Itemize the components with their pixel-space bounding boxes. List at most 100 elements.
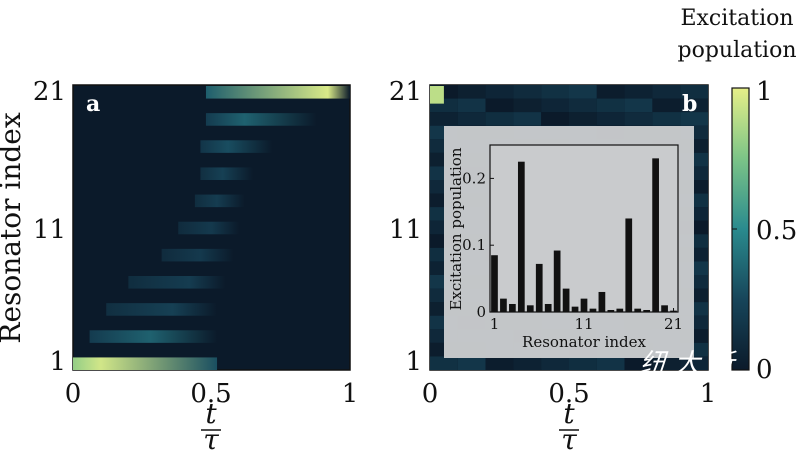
panel-a-xlabel-den: τ xyxy=(203,423,219,454)
panel-a-ytick-1: 1 xyxy=(49,347,66,377)
panel-b-cell xyxy=(541,98,569,113)
panel-b-ytick-11: 11 xyxy=(389,215,422,245)
panel-b-xtick-0: 0 xyxy=(422,379,439,409)
panel-b-hot-spot xyxy=(430,86,444,104)
panel-b-cell xyxy=(652,112,681,126)
panel-b-cell xyxy=(485,85,514,99)
panel-b-cell xyxy=(569,85,597,99)
inset-xtick-label: 21 xyxy=(664,315,683,333)
inset-bar-13 xyxy=(598,291,606,312)
inset-bar-10 xyxy=(571,306,579,312)
colorbar-tick-1: 1 xyxy=(756,77,773,107)
panel-b-cell xyxy=(513,112,542,126)
panel-b-cell xyxy=(541,85,569,99)
inset-bar-6 xyxy=(535,263,543,312)
panel-a-cell-row-17 xyxy=(200,140,273,153)
panel-a-cell-row-19 xyxy=(205,113,317,126)
panel-a-cell-row-9 xyxy=(161,248,234,262)
panel-a-ytick-11: 11 xyxy=(33,215,66,245)
panel-b-xtick-1: 1 xyxy=(700,379,717,409)
panel-b-cell xyxy=(457,112,486,126)
colorbar-title-line1: Excitation xyxy=(680,6,793,31)
inset-xtick-label: 11 xyxy=(574,315,593,333)
inset-bar-20 xyxy=(661,305,668,312)
panel-b-xlabel-num: t xyxy=(563,397,575,430)
panel-a-xtick-0: 0 xyxy=(65,379,82,409)
inset-bars xyxy=(491,158,677,312)
panel-b-cell xyxy=(541,112,569,126)
panel-a-cell-row-1 xyxy=(73,357,218,370)
inset-bar-11 xyxy=(580,298,588,312)
inset-ylabel: Excitation population xyxy=(447,147,465,310)
panel-b-cell xyxy=(680,85,708,99)
panel-b-cell xyxy=(457,356,486,370)
colorbar: Excitation population 1 0.5 0 xyxy=(677,6,797,385)
inset-bar-4 xyxy=(517,161,525,312)
watermark-text: 纽 大 析 xyxy=(640,349,738,379)
panel-a-cell-row-21 xyxy=(205,86,350,99)
panel-b-cell xyxy=(680,112,708,126)
inset-bar-17 xyxy=(634,308,642,312)
inset-xticks: 1 11 21 xyxy=(490,308,683,333)
inset-bar-12 xyxy=(589,308,597,312)
panel-b-cell xyxy=(485,98,514,113)
panel-b-cell xyxy=(596,356,625,370)
panel-b-cell xyxy=(569,112,597,126)
inset-bar-7 xyxy=(544,303,552,312)
panel-b-cell xyxy=(457,85,486,99)
panel-b-cell xyxy=(513,356,542,370)
panel-a-cell-row-7 xyxy=(128,276,226,289)
panel-a-label: a xyxy=(86,91,100,117)
inset-bar-9 xyxy=(562,288,570,312)
panel-b-cell xyxy=(680,98,708,113)
panel-b-cell xyxy=(569,356,597,370)
panel-b-xtick-0.5: 0.5 xyxy=(548,379,589,409)
inset-bar-1 xyxy=(491,255,498,312)
panel-a-cell-row-13 xyxy=(194,194,245,208)
colorbar-tick-0.5: 0.5 xyxy=(756,216,797,246)
inset-bar-chart: 00.10.2 1 11 21 Resonator index Excitation… xyxy=(444,126,694,358)
panel-b-cell xyxy=(624,112,653,126)
panel-a-cell-row-3 xyxy=(89,330,218,343)
inset-xlabel: Resonator index xyxy=(522,333,646,351)
panel-b-cell xyxy=(652,85,681,99)
panel-b-cell xyxy=(569,98,597,113)
panel-a-cells xyxy=(73,86,350,370)
panel-b-cell xyxy=(652,98,681,113)
panel-b-cell xyxy=(457,98,486,113)
panel-a-cell-row-15 xyxy=(200,167,254,180)
panel-b-cell xyxy=(596,112,625,126)
colorbar-tick-0: 0 xyxy=(756,355,773,385)
panel-b-cell xyxy=(680,356,708,370)
panel-b-cell xyxy=(624,85,653,99)
inset-ytick-label: 0.1 xyxy=(462,236,486,254)
panel-b-label: b xyxy=(682,91,697,117)
panel-b-cell xyxy=(513,98,542,113)
panel-b-cell xyxy=(541,356,569,370)
panel-a-xlabel-num: t xyxy=(205,397,217,430)
panel-a: a 21 11 1 0 0.5 1 t τ Resonator index xyxy=(0,77,358,454)
inset-bar-14 xyxy=(607,309,615,312)
panel-b: b 00.10.2 1 11 21 Resonator index Excitati… xyxy=(389,77,716,454)
inset-yticks: 0 0.1 0.2 xyxy=(462,169,494,321)
inset-ytick-label: 0 xyxy=(476,303,486,321)
inset-bar-19 xyxy=(652,158,659,312)
panel-b-cell xyxy=(430,112,458,126)
inset-ytick-label: 0.2 xyxy=(462,169,486,187)
panel-b-cell xyxy=(624,98,653,113)
panel-b-cell xyxy=(652,356,681,370)
inset-bar-3 xyxy=(509,303,516,312)
inset-bar-16 xyxy=(625,218,633,312)
panel-a-xtick-0.5: 0.5 xyxy=(190,379,231,409)
panel-a-ytick-21: 21 xyxy=(33,77,66,107)
panel-b-cell xyxy=(624,356,653,370)
inset-bar-18 xyxy=(643,309,651,312)
panel-a-cell-row-5 xyxy=(106,303,218,316)
colorbar-title-line2: population xyxy=(677,38,796,63)
panel-b-cell xyxy=(485,112,514,126)
panel-b-cell xyxy=(485,356,514,370)
inset-bar-15 xyxy=(616,308,624,312)
inset-bar-8 xyxy=(553,250,561,312)
panel-a-xtick-1: 1 xyxy=(342,379,359,409)
